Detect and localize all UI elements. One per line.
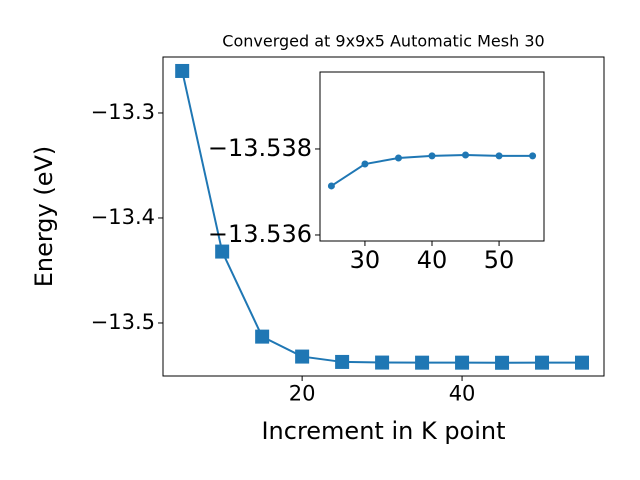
x-tick-label: 50 xyxy=(484,246,515,274)
marker xyxy=(175,63,190,78)
y-tick-label: −13.3 xyxy=(91,100,155,124)
marker xyxy=(535,355,550,370)
y-tick-label: −13.538 xyxy=(208,134,312,162)
marker xyxy=(428,152,436,160)
marker xyxy=(529,152,537,160)
marker xyxy=(327,182,335,190)
x-axis-label: Increment in K point xyxy=(261,417,505,445)
marker xyxy=(335,354,350,369)
x-tick-label: 30 xyxy=(350,246,381,274)
y-tick-label: −13.4 xyxy=(91,205,155,229)
marker xyxy=(462,151,470,159)
y-axis-label: Energy (eV) xyxy=(30,146,58,288)
marker xyxy=(455,355,470,370)
marker xyxy=(255,329,270,344)
marker xyxy=(415,355,430,370)
x-tick-label: 40 xyxy=(417,246,448,274)
marker xyxy=(575,355,590,370)
marker xyxy=(295,349,310,364)
marker xyxy=(495,152,503,160)
x-tick-label: 40 xyxy=(449,382,476,406)
marker xyxy=(375,355,390,370)
chart-title: Converged at 9x9x5 Automatic Mesh 30 xyxy=(222,32,544,51)
x-tick-label: 20 xyxy=(289,382,316,406)
marker xyxy=(361,160,369,168)
y-tick-label: −13.536 xyxy=(208,220,312,248)
marker xyxy=(394,154,402,162)
y-tick-label: −13.5 xyxy=(91,310,155,334)
marker xyxy=(215,244,230,259)
marker xyxy=(495,355,510,370)
